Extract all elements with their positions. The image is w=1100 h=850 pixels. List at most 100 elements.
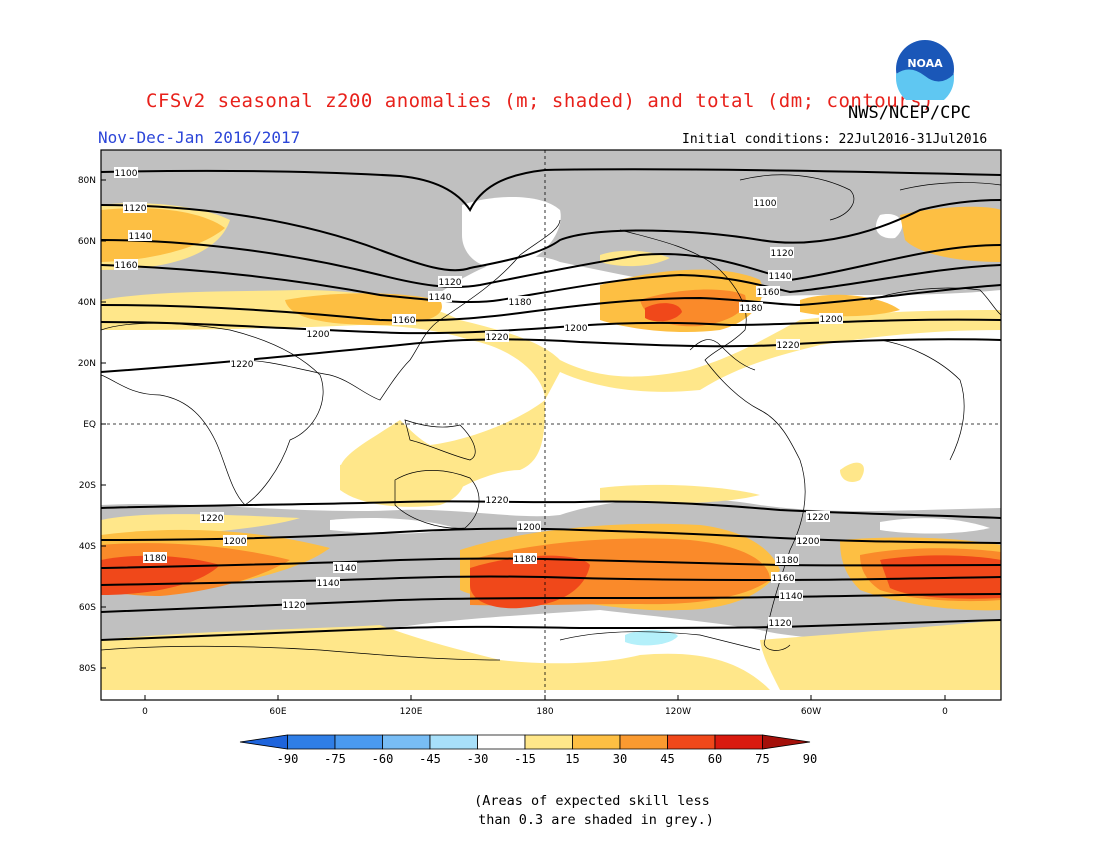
colorbar-swatch xyxy=(619,734,668,750)
contour-label-bg xyxy=(392,314,416,325)
colorbar-label: 30 xyxy=(613,752,627,766)
contour-label: 1220 xyxy=(486,333,509,343)
contour-label: 1140 xyxy=(317,579,340,589)
colorbar-label: 15 xyxy=(565,752,579,766)
initial-conditions: Initial conditions: 22Jul2016-31Jul2016 xyxy=(682,132,988,147)
contour-label-bg xyxy=(776,339,800,350)
latitude-labels: 80N 60N 40N 20N EQ 20S 40S 60S 80S xyxy=(78,176,106,674)
contour-label-bg xyxy=(508,296,532,307)
contour-label-bg xyxy=(517,521,541,532)
colorbar-swatch xyxy=(239,734,288,750)
contour-label-bg xyxy=(200,512,224,523)
colorbar-label: -75 xyxy=(324,752,346,766)
contour-label: 1200 xyxy=(518,523,541,533)
colorbar-swatch xyxy=(382,734,431,750)
colorbar-label: 75 xyxy=(755,752,769,766)
lat-label: 60S xyxy=(79,603,96,613)
contour-label: 1100 xyxy=(754,199,777,209)
lat-label: 40N xyxy=(78,298,96,308)
contour-label: 1140 xyxy=(129,232,152,242)
contour-label: 1180 xyxy=(740,304,763,314)
colorbar-label: 45 xyxy=(660,752,674,766)
colorbar-swatch xyxy=(714,734,763,750)
lat-label: 40S xyxy=(79,542,96,552)
negative-anomaly-shading xyxy=(625,629,678,646)
colorbar-swatch xyxy=(287,734,336,750)
contour-label-bg xyxy=(819,313,843,324)
lon-label: 180 xyxy=(536,707,553,717)
contour-label: 1200 xyxy=(797,537,820,547)
lat-label: 80S xyxy=(79,664,96,674)
contour-label: 1120 xyxy=(771,249,794,259)
contour-label-bg xyxy=(282,599,306,610)
contour-label: 1220 xyxy=(486,496,509,506)
skill-footnote: (Areas of expected skill less than 0.3 a… xyxy=(474,793,714,828)
contour-label-bg xyxy=(768,270,792,281)
contour-label: 1220 xyxy=(777,341,800,351)
contour-label: 1120 xyxy=(769,619,792,629)
contour-label-bg xyxy=(771,572,795,583)
contour-label: 1160 xyxy=(757,288,780,298)
contour-label: 1220 xyxy=(807,513,830,523)
contour-labels-north: 1100 1100 1120 1120 1120 1140 1140 1140 1160 1160… xyxy=(114,167,843,370)
contour-label: 1200 xyxy=(224,537,247,547)
contour-label-bg xyxy=(770,247,794,258)
colorbar-label: -90 xyxy=(277,752,299,766)
lat-label: 80N xyxy=(78,176,96,186)
contour-label-bg xyxy=(114,259,138,270)
contour-label-bg xyxy=(806,511,830,522)
contour-labels-south: 1220 1220 1220 1200 1200 1200 1180 1180 1180 1160… xyxy=(143,494,830,629)
lat-label: 20N xyxy=(78,359,96,369)
contour-label-bg xyxy=(128,230,152,241)
contour-label: 1180 xyxy=(776,556,799,566)
contour-label: 1220 xyxy=(201,514,224,524)
contour-label: 1100 xyxy=(115,169,138,179)
colorbar-swatch xyxy=(667,734,716,750)
map-title: CFSv2 seasonal z200 anomalies (m; shaded… xyxy=(146,90,934,112)
contour-label-bg xyxy=(768,617,792,628)
contour-label-bg xyxy=(306,328,330,339)
contour-label-bg xyxy=(753,197,777,208)
colorbar-label: -30 xyxy=(467,752,489,766)
coastlines xyxy=(101,174,1001,661)
colorbar-swatch xyxy=(334,734,383,750)
graticule xyxy=(101,150,1001,700)
lon-label: 120E xyxy=(400,707,423,717)
contour-label-bg xyxy=(230,358,254,369)
contour-label-bg xyxy=(438,276,462,287)
contour-label-bg xyxy=(316,577,340,588)
lon-label: 0 xyxy=(142,707,148,717)
colorbar-label: -60 xyxy=(372,752,394,766)
colorbar-label: -45 xyxy=(419,752,441,766)
contour-label: 1200 xyxy=(820,315,843,325)
contour-label-bg xyxy=(123,202,147,213)
height-contours xyxy=(101,168,1001,641)
lon-label: 120W xyxy=(665,707,691,717)
contour-label-bg xyxy=(779,590,803,601)
contour-label: 1200 xyxy=(307,330,330,340)
contour-label: 1140 xyxy=(780,592,803,602)
colorbar-swatch xyxy=(524,734,573,750)
colorbar-label: 90 xyxy=(803,752,817,766)
lat-label: 60N xyxy=(78,237,96,247)
lon-label: 60E xyxy=(269,707,286,717)
noaa-logo: NOAA xyxy=(895,39,955,100)
season-subtitle: Nov-Dec-Jan 2016/2017 xyxy=(98,128,301,147)
contour-label: 1200 xyxy=(565,324,588,334)
lon-label: 0 xyxy=(942,707,948,717)
contour-label-bg xyxy=(428,291,452,302)
lon-label: 60W xyxy=(801,707,821,717)
map-frame xyxy=(100,149,1002,701)
lat-label: 20S xyxy=(79,481,96,491)
contour-label: 1180 xyxy=(514,555,537,565)
colorbar: -90 -75 -60 -45 -30 -15 15 30 45 60 75 90 xyxy=(239,734,817,766)
contour-label-bg xyxy=(796,535,820,546)
contour-label: 1220 xyxy=(231,360,254,370)
contour-label: 1160 xyxy=(772,574,795,584)
colorbar-label: 60 xyxy=(708,752,722,766)
contour-label: 1180 xyxy=(144,554,167,564)
contour-label: 1120 xyxy=(124,204,147,214)
colorbar-swatch xyxy=(429,734,478,750)
contour-label-bg xyxy=(513,553,537,564)
